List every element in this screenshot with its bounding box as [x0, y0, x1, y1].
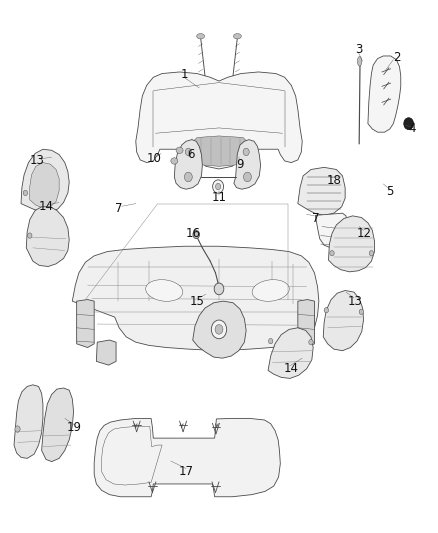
- Text: 13: 13: [347, 295, 362, 308]
- Polygon shape: [136, 72, 302, 169]
- Polygon shape: [298, 167, 345, 215]
- Ellipse shape: [211, 320, 227, 339]
- Ellipse shape: [185, 148, 191, 156]
- Ellipse shape: [357, 56, 362, 66]
- Text: 10: 10: [147, 152, 162, 165]
- Text: 18: 18: [326, 174, 341, 187]
- Ellipse shape: [214, 283, 224, 295]
- Ellipse shape: [193, 230, 200, 239]
- Text: 13: 13: [30, 155, 45, 167]
- Ellipse shape: [404, 118, 413, 130]
- Polygon shape: [368, 56, 401, 132]
- Polygon shape: [323, 290, 364, 351]
- Ellipse shape: [309, 340, 313, 345]
- Text: 6: 6: [187, 148, 194, 161]
- Ellipse shape: [330, 251, 334, 256]
- Ellipse shape: [146, 280, 183, 301]
- Polygon shape: [234, 140, 261, 189]
- Ellipse shape: [244, 172, 251, 182]
- Text: 19: 19: [67, 421, 82, 434]
- Polygon shape: [72, 246, 319, 351]
- Ellipse shape: [171, 158, 178, 164]
- Ellipse shape: [215, 183, 221, 190]
- Polygon shape: [315, 213, 347, 248]
- Polygon shape: [193, 301, 246, 358]
- Ellipse shape: [213, 180, 223, 193]
- Ellipse shape: [15, 426, 20, 432]
- Ellipse shape: [268, 338, 273, 344]
- Polygon shape: [298, 300, 314, 348]
- Text: 1: 1: [180, 68, 188, 81]
- Text: 7: 7: [311, 212, 319, 225]
- Polygon shape: [14, 385, 43, 458]
- Text: 4: 4: [408, 123, 416, 135]
- Polygon shape: [30, 163, 59, 208]
- Ellipse shape: [369, 251, 374, 256]
- Ellipse shape: [28, 233, 32, 238]
- Polygon shape: [26, 207, 69, 266]
- Text: 3: 3: [356, 43, 363, 55]
- Text: 12: 12: [357, 227, 372, 240]
- Ellipse shape: [359, 309, 364, 314]
- Polygon shape: [268, 328, 313, 378]
- Text: 9: 9: [236, 158, 244, 171]
- Text: 2: 2: [392, 51, 400, 63]
- Polygon shape: [94, 418, 280, 497]
- Text: 5: 5: [386, 185, 393, 198]
- Ellipse shape: [243, 148, 249, 156]
- Polygon shape: [77, 300, 94, 348]
- Ellipse shape: [184, 172, 192, 182]
- Text: 14: 14: [39, 200, 53, 213]
- Ellipse shape: [23, 190, 28, 196]
- Text: 17: 17: [179, 465, 194, 478]
- Polygon shape: [328, 216, 374, 272]
- Text: 14: 14: [284, 362, 299, 375]
- Ellipse shape: [252, 280, 289, 301]
- Ellipse shape: [324, 308, 328, 313]
- Text: 16: 16: [185, 227, 200, 240]
- Text: 11: 11: [212, 191, 226, 204]
- Polygon shape: [174, 140, 202, 189]
- Polygon shape: [42, 388, 74, 462]
- Polygon shape: [21, 149, 69, 212]
- Ellipse shape: [176, 147, 183, 154]
- Polygon shape: [188, 136, 251, 166]
- Ellipse shape: [233, 34, 241, 39]
- Ellipse shape: [215, 325, 223, 334]
- Text: 7: 7: [114, 203, 122, 215]
- Text: 15: 15: [190, 295, 205, 308]
- Polygon shape: [96, 340, 116, 365]
- Ellipse shape: [197, 34, 205, 39]
